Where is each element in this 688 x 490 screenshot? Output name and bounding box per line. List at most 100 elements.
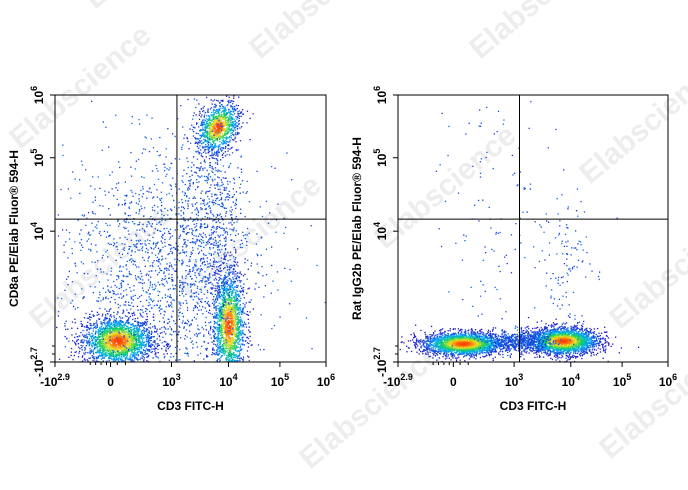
event-point [104,335,106,337]
event-point [104,346,106,349]
event-point [224,116,226,118]
event-point [216,123,218,125]
event-point [189,330,191,332]
event-point [213,128,215,130]
event-point [89,327,91,329]
event-point [125,322,127,324]
event-point [130,239,133,241]
event-point [212,126,214,128]
event-point [213,109,215,111]
event-point [221,133,223,135]
event-point [222,282,224,284]
event-point [105,331,107,333]
event-point [225,350,227,353]
event-point [224,131,227,133]
event-point [105,354,107,356]
event-point [97,343,99,345]
event-point [119,352,122,354]
event-point [227,304,230,306]
event-point [229,333,231,336]
event-point [232,276,234,279]
event-point [216,120,219,122]
event-point [240,285,242,287]
event-point [104,328,106,330]
event-point [214,117,216,119]
event-point [155,347,157,349]
event-point [95,244,97,246]
event-point [96,227,98,229]
event-point [224,309,226,311]
event-point [225,119,227,121]
event-point [107,328,109,330]
event-point [202,133,204,135]
event-point [117,333,119,335]
event-point [105,222,107,225]
event-point [142,333,144,335]
event-point [116,354,119,356]
event-point [231,298,233,300]
event-point [132,348,134,351]
event-point [229,321,231,324]
event-point [232,323,235,325]
event-point [226,313,228,315]
event-point [114,358,116,360]
event-point [232,348,234,350]
event-point [83,341,85,343]
event-point [218,108,220,110]
event-point [89,323,91,325]
event-point [223,330,225,333]
event-point [91,343,93,345]
event-point [217,108,219,111]
event-point [165,349,167,351]
event-point [125,321,128,324]
event-point [100,358,103,360]
event-point [198,126,200,128]
event-point [227,324,230,326]
event-point [234,278,236,280]
event-point [226,346,228,348]
event-point [124,359,127,361]
event-point [215,309,217,312]
event-point [72,340,74,342]
event-point [190,283,192,285]
event-point [228,353,230,355]
event-point [193,235,195,237]
event-point [231,333,233,336]
event-point [106,273,108,275]
event-point [230,299,232,302]
event-point [257,271,259,273]
event-point [219,337,222,339]
event-point [112,354,114,356]
event-point [199,130,201,132]
event-point [171,339,173,341]
event-point [226,293,228,295]
event-point [217,314,219,316]
event-point [236,303,238,305]
event-point [128,359,130,361]
event-point [119,265,121,267]
event-point [240,297,242,300]
event-point [115,259,117,261]
event-point [222,300,224,302]
event-point [201,114,203,116]
event-point [137,328,139,331]
event-point [236,116,238,118]
event-point [224,125,227,127]
event-point [116,320,118,322]
event-point [241,333,243,335]
event-point [216,126,218,128]
event-point [101,328,103,330]
event-point [147,304,149,307]
event-point [92,353,95,355]
event-point [216,268,218,271]
event-point [159,360,161,362]
event-point [226,338,228,340]
event-point [123,329,125,331]
event-point [242,344,244,346]
event-point [194,305,196,307]
event-point [121,360,123,362]
event-point [221,110,223,112]
event-point [131,356,133,358]
event-point [115,334,117,336]
event-point [216,315,218,317]
